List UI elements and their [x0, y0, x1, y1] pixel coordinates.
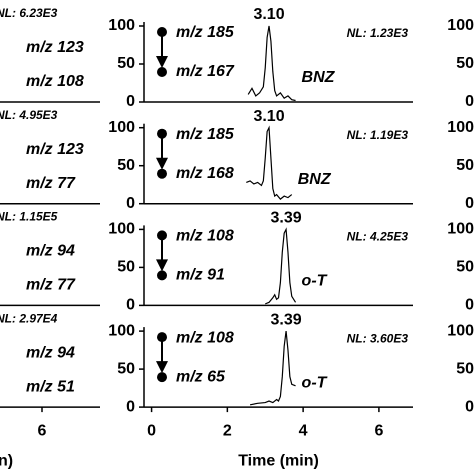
product-label: m/z 91: [176, 267, 225, 284]
x-axis-label: Time (min): [238, 452, 319, 469]
left-product-label: m/z 51: [26, 378, 75, 395]
right-y-tick-label: 0: [465, 93, 474, 110]
right-y-tick-label: 50: [456, 157, 474, 174]
y-tick-label: 0: [126, 195, 135, 212]
normalization-level: NL: 3.60E3: [347, 331, 409, 345]
y-tick-label: 100: [108, 221, 135, 238]
product-label: m/z 168: [176, 165, 234, 182]
right-y-tick-label: 0: [465, 195, 474, 212]
precursor-label: m/z 185: [176, 24, 235, 41]
left-normalization-level: NL: 6.23E3: [0, 6, 58, 20]
trace: [247, 25, 296, 102]
compound-label: BNZ: [302, 69, 336, 86]
left-normalization-level: NL: 4.95E3: [0, 108, 58, 122]
left-normalization-level: NL: 2.97E4: [0, 311, 58, 325]
right-y-tick-label: 100: [447, 119, 474, 136]
arrow-head: [156, 56, 168, 68]
x-tick-label: 4: [299, 422, 308, 439]
product-icon: [157, 67, 167, 77]
right-y-tick-label: 100: [447, 322, 474, 339]
product-icon: [157, 168, 167, 179]
right-y-tick-label: 100: [447, 17, 474, 34]
y-tick-label: 100: [108, 17, 135, 34]
right-y-tick-label: 0: [465, 398, 474, 415]
right-y-tick-label: 100: [447, 221, 474, 238]
y-tick-label: 0: [126, 297, 135, 314]
trace: [246, 125, 293, 200]
compound-label: BNZ: [298, 171, 332, 188]
y-tick-label: 50: [117, 157, 135, 174]
arrow-head: [156, 259, 168, 272]
x-tick-label: 2: [223, 422, 232, 439]
peak-label: 3.39: [271, 311, 302, 328]
left-product-label: m/z 108: [26, 73, 84, 90]
trace: [265, 227, 297, 305]
precursor-label: m/z 185: [176, 126, 235, 143]
left-precursor-label: m/z 123: [26, 39, 84, 56]
y-tick-label: 0: [126, 398, 135, 415]
left-normalization-level: NL: 1.15E5: [0, 210, 58, 224]
peak-label: 3.10: [253, 108, 284, 125]
left-x-tick-label: 6: [38, 422, 47, 439]
normalization-level: NL: 1.23E3: [347, 26, 409, 40]
y-tick-label: 100: [108, 322, 135, 339]
arrow-head: [156, 157, 168, 170]
right-y-tick-label: 50: [456, 360, 474, 377]
left-x-axis-label: n): [0, 452, 13, 469]
y-tick-label: 50: [117, 55, 135, 72]
right-y-tick-label: 0: [465, 297, 474, 314]
compound-label: o-T: [302, 374, 328, 391]
peak-label: 3.10: [253, 6, 284, 23]
product-icon: [157, 372, 167, 383]
y-tick-label: 100: [108, 119, 135, 136]
left-precursor-label: m/z 94: [26, 344, 75, 361]
left-precursor-label: m/z 94: [26, 243, 75, 260]
right-y-tick-label: 50: [456, 259, 474, 276]
left-product-label: m/z 77: [26, 175, 76, 192]
precursor-label: m/z 108: [176, 228, 234, 245]
x-tick-label: 0: [147, 422, 156, 439]
normalization-level: NL: 4.25E3: [347, 230, 409, 244]
trace: [249, 331, 296, 406]
precursor-label: m/z 108: [176, 329, 234, 346]
y-tick-label: 0: [126, 93, 135, 110]
y-tick-label: 50: [117, 360, 135, 377]
right-y-tick-label: 50: [456, 55, 474, 72]
x-tick-label: 6: [374, 422, 383, 439]
normalization-level: NL: 1.19E3: [347, 128, 409, 142]
left-precursor-label: m/z 123: [26, 141, 84, 158]
y-tick-label: 50: [117, 259, 135, 276]
arrow-head: [156, 361, 168, 374]
product-label: m/z 65: [176, 368, 226, 385]
peak-label: 3.39: [271, 210, 302, 227]
compound-label: o-T: [302, 273, 328, 290]
product-icon: [157, 270, 167, 281]
product-label: m/z 167: [176, 63, 235, 80]
left-product-label: m/z 77: [26, 277, 76, 294]
